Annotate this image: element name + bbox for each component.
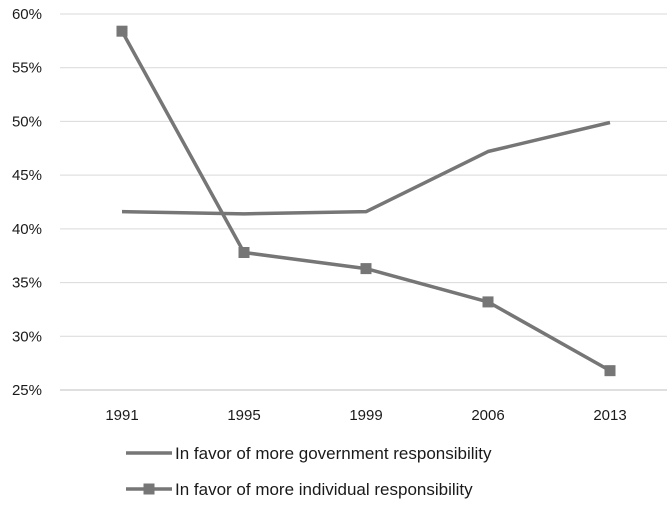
series-line-0 xyxy=(121,120,611,216)
series-lines xyxy=(116,25,616,377)
data-point-marker xyxy=(482,296,494,308)
x-tick-label: 2013 xyxy=(593,407,626,424)
series-line-1 xyxy=(120,30,611,373)
data-point-marker xyxy=(238,246,250,258)
x-tick-label: 1995 xyxy=(227,407,260,424)
x-axis-tick-labels: 1991 1995 1999 2006 2013 xyxy=(105,407,626,424)
data-point-marker xyxy=(116,25,128,37)
y-tick-label: 55% xyxy=(12,60,42,77)
legend-label: In favor of more government responsibili… xyxy=(175,444,492,463)
legend: In favor of more government responsibili… xyxy=(126,444,492,499)
y-tick-label: 25% xyxy=(12,382,42,399)
y-tick-label: 45% xyxy=(12,167,42,184)
grid-lines xyxy=(60,13,667,391)
x-tick-label: 1999 xyxy=(349,407,382,424)
data-point-marker xyxy=(360,263,372,275)
x-tick-label: 2006 xyxy=(471,407,504,424)
y-tick-label: 50% xyxy=(12,113,42,130)
x-tick-label: 1991 xyxy=(105,407,138,424)
y-axis-tick-labels: 25% 30% 35% 40% 45% 50% 55% 60% xyxy=(12,6,42,399)
y-tick-label: 60% xyxy=(12,6,42,23)
legend-label: In favor of more individual responsibili… xyxy=(175,480,473,499)
legend-swatch-marker xyxy=(143,483,155,495)
data-point-marker xyxy=(604,365,616,377)
y-tick-label: 30% xyxy=(12,328,42,345)
y-tick-label: 35% xyxy=(12,275,42,292)
y-tick-label: 40% xyxy=(12,221,42,238)
